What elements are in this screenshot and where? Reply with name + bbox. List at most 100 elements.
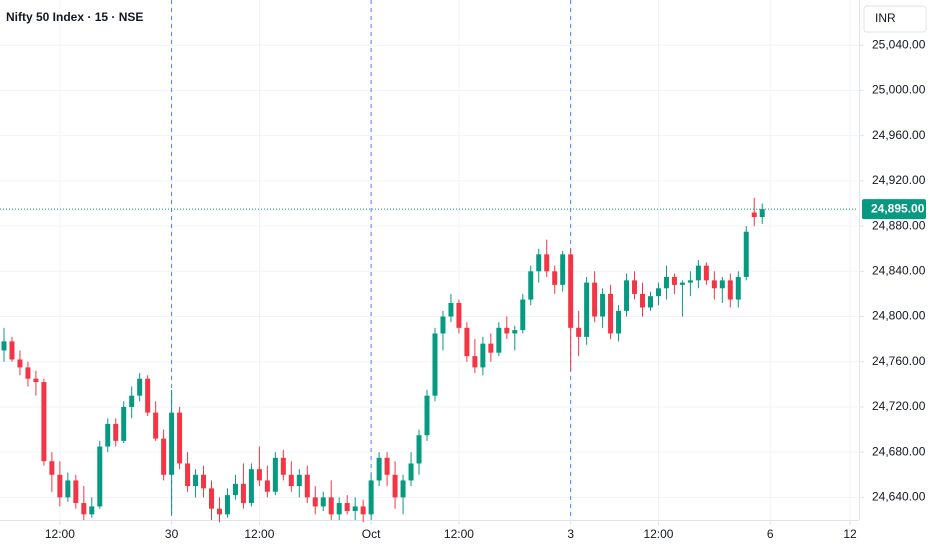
candle-body xyxy=(328,497,334,515)
candle-body xyxy=(384,457,390,475)
candle-body xyxy=(536,254,542,272)
x-tick-label: Oct xyxy=(362,527,381,541)
candle-body xyxy=(113,423,119,441)
candle-body xyxy=(312,497,318,507)
candle-body xyxy=(480,343,486,368)
candle-body xyxy=(216,508,222,515)
candle-body xyxy=(248,469,254,504)
candle-body xyxy=(145,378,151,413)
candle-body xyxy=(424,395,430,436)
last-price-box xyxy=(862,199,926,220)
candle-body xyxy=(169,412,175,475)
x-tick-label: 3 xyxy=(567,527,574,541)
candle-body xyxy=(240,483,246,504)
candle-body xyxy=(9,341,15,360)
candle-body xyxy=(647,296,653,308)
candle-body xyxy=(17,359,23,368)
candle-body xyxy=(264,480,270,492)
candle-body xyxy=(280,457,286,475)
candle-body xyxy=(336,503,342,515)
candle-body xyxy=(25,367,31,379)
candle-body xyxy=(49,461,55,475)
y-tick-label: 24,800.00 xyxy=(872,309,926,323)
candle-body xyxy=(177,412,183,464)
candle-body xyxy=(703,265,709,281)
candle-body xyxy=(560,254,566,285)
y-tick-label: 24,960.00 xyxy=(872,128,926,142)
candle-body xyxy=(344,503,350,511)
candle-body xyxy=(408,463,414,481)
x-tick-label: 12:00 xyxy=(444,527,474,541)
candle-body xyxy=(153,412,159,439)
y-tick-label: 25,040.00 xyxy=(872,37,926,51)
candle-body xyxy=(392,474,398,498)
candle-body xyxy=(576,327,582,337)
candle-body xyxy=(472,356,478,368)
y-tick-label: 24,720.00 xyxy=(872,399,926,413)
candle-body xyxy=(272,457,278,492)
candle-body xyxy=(41,382,47,462)
x-tick-label: 12:00 xyxy=(244,527,274,541)
candle-body xyxy=(65,480,71,498)
chart-title: Nifty 50 Index · 15 · NSE xyxy=(6,10,143,24)
candle-body xyxy=(137,378,143,396)
candle-body xyxy=(464,327,470,357)
candle-body xyxy=(759,209,765,218)
candle-body xyxy=(416,435,422,464)
candle-body xyxy=(735,276,741,300)
candle-body xyxy=(624,280,630,311)
candle-body xyxy=(448,302,454,317)
candle-body xyxy=(352,506,358,511)
candle-body xyxy=(616,310,622,334)
candle-body xyxy=(193,474,199,487)
candle-body xyxy=(456,302,462,328)
candle-body xyxy=(105,423,111,447)
candle-body xyxy=(687,280,693,283)
candle-body xyxy=(520,299,526,331)
candle-body xyxy=(671,276,677,285)
candle-body xyxy=(663,276,669,289)
candle-body xyxy=(81,503,87,515)
candle-body xyxy=(304,474,310,498)
y-tick-label: 25,000.00 xyxy=(872,83,926,97)
currency-box[interactable] xyxy=(863,5,927,33)
y-tick-label: 24,880.00 xyxy=(872,218,926,232)
candle-body xyxy=(568,254,574,328)
y-tick-label: 24,840.00 xyxy=(872,263,926,277)
candle-body xyxy=(376,457,382,481)
candle-body xyxy=(224,495,230,515)
x-tick-label: 12:00 xyxy=(643,527,673,541)
candle-body xyxy=(751,212,757,218)
candle-body xyxy=(655,288,661,297)
candle-body xyxy=(440,316,446,334)
candle-body xyxy=(504,327,510,334)
currency: INR xyxy=(875,11,896,25)
candle-body xyxy=(679,282,685,285)
x-tick-label: 6 xyxy=(767,527,774,541)
candle-body xyxy=(552,271,558,285)
candle-body xyxy=(512,330,518,334)
candle-body xyxy=(201,474,207,489)
last-price-label: 24,895.00 xyxy=(871,201,925,215)
candle-body xyxy=(368,480,374,515)
candle-body xyxy=(320,497,326,507)
candle-body xyxy=(640,293,646,308)
candle-body xyxy=(161,438,167,475)
candle-body xyxy=(719,280,725,289)
y-tick-label: 24,680.00 xyxy=(872,444,926,458)
candle-body xyxy=(584,282,590,337)
candle-body xyxy=(288,474,294,487)
candle-body xyxy=(711,280,717,289)
candle-body xyxy=(97,446,103,507)
x-tick-label: 12:00 xyxy=(45,527,75,541)
candle-body xyxy=(89,506,95,515)
candle-body xyxy=(600,293,606,317)
candle-body xyxy=(632,280,638,294)
y-tick-label: 24,640.00 xyxy=(872,490,926,504)
candle-body xyxy=(496,327,502,353)
candle-body xyxy=(33,378,39,383)
candle-body xyxy=(185,463,191,487)
candle-body xyxy=(360,506,366,515)
candle-body xyxy=(608,293,614,334)
